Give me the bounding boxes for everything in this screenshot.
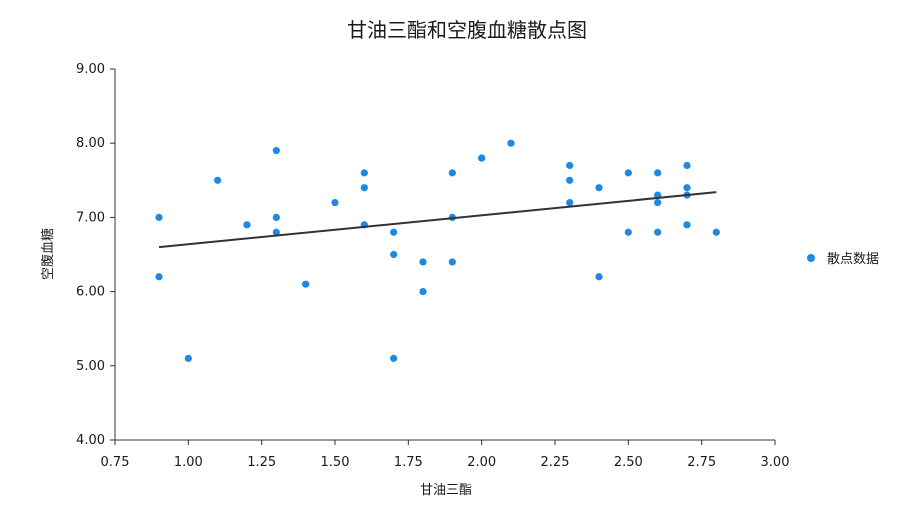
- data-point: [155, 273, 163, 281]
- x-ticks: 0.75 1.00 1.25 1.50 1.75 2.00 2.25 2.50 2.75 3.00: [101, 440, 790, 470]
- data-point: [360, 169, 368, 177]
- data-point: [507, 139, 515, 147]
- data-point: [595, 273, 603, 281]
- y-tick-label: 6.00: [76, 285, 105, 300]
- trendline: [158, 191, 717, 249]
- plot-area: 0.75 1.00 1.25 1.50 1.75 2.00 2.25 2.50 2.75 3.00…: [76, 62, 789, 470]
- data-point: [302, 280, 310, 288]
- x-tick-label: 3.00: [761, 455, 790, 470]
- data-point: [448, 258, 456, 266]
- data-point: [566, 176, 574, 184]
- data-point: [272, 147, 280, 155]
- data-points: [155, 139, 720, 362]
- data-point: [390, 354, 398, 362]
- data-point: [390, 228, 398, 236]
- data-point: [624, 169, 632, 177]
- y-tick-label: 8.00: [76, 136, 105, 151]
- legend-marker: [807, 254, 815, 262]
- data-point: [683, 221, 691, 229]
- x-tick-label: 0.75: [101, 455, 130, 470]
- data-point: [243, 221, 251, 229]
- chart-title: 甘油三酯和空腹血糖散点图: [347, 18, 587, 42]
- y-tick-label: 4.00: [76, 433, 105, 448]
- data-point: [654, 169, 662, 177]
- data-point: [390, 250, 398, 259]
- data-point: [566, 198, 574, 207]
- data-point: [448, 169, 456, 177]
- legend-label: 散点数据: [827, 252, 879, 267]
- x-tick-label: 2.75: [687, 455, 716, 470]
- data-point: [683, 161, 691, 170]
- data-point: [624, 228, 632, 236]
- x-tick-label: 1.75: [394, 455, 423, 470]
- data-point: [566, 161, 574, 170]
- data-point: [595, 184, 603, 192]
- y-tick-label: 5.00: [76, 359, 105, 374]
- data-point: [654, 198, 662, 207]
- data-point: [272, 228, 280, 236]
- x-tick-label: 2.00: [467, 455, 496, 470]
- data-point: [654, 228, 662, 236]
- data-point: [419, 288, 427, 296]
- x-tick-label: 1.25: [247, 455, 276, 470]
- data-point: [155, 213, 163, 221]
- y-tick-label: 7.00: [76, 210, 105, 225]
- data-point: [712, 228, 720, 236]
- data-point: [360, 184, 368, 192]
- x-axis-label: 甘油三酯: [420, 483, 472, 498]
- x-tick-label: 2.50: [614, 455, 643, 470]
- data-point: [272, 213, 280, 221]
- y-tick-label: 9.00: [76, 62, 105, 77]
- data-point: [184, 354, 192, 362]
- data-point: [683, 184, 691, 192]
- legend: 散点数据: [807, 252, 879, 267]
- y-axis-label: 空腹血糖: [40, 228, 56, 280]
- data-point: [419, 258, 427, 266]
- data-point: [478, 154, 486, 162]
- data-point: [214, 176, 222, 184]
- x-tick-label: 1.50: [321, 455, 350, 470]
- x-tick-label: 2.25: [541, 455, 570, 470]
- x-tick-label: 1.00: [174, 455, 203, 470]
- y-ticks: 4.00 5.00 6.00 7.00 8.00 9.00: [76, 62, 115, 448]
- data-point: [331, 198, 339, 207]
